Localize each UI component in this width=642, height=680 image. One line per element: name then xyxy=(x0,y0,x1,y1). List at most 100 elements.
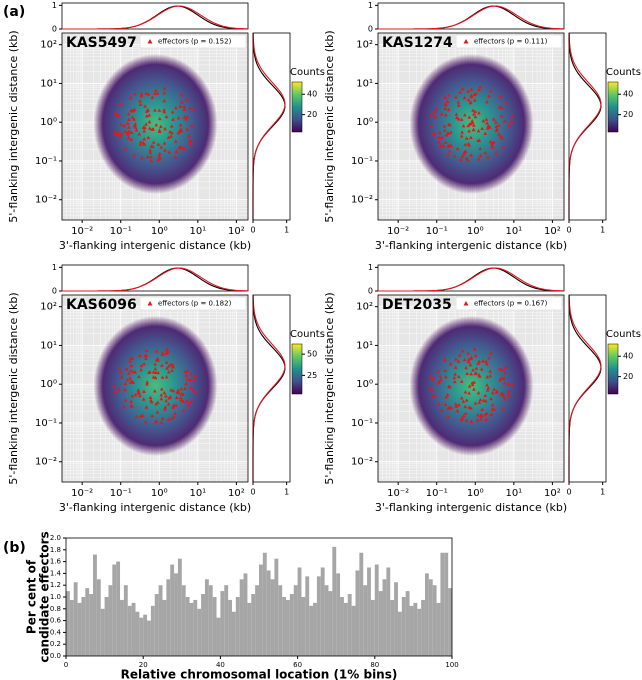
x-tick-label: 10⁻¹ xyxy=(426,488,448,499)
effector-marker xyxy=(138,102,143,106)
effector-marker xyxy=(173,155,178,159)
effector-marker xyxy=(137,390,141,395)
effector-marker xyxy=(449,405,453,410)
effector-marker xyxy=(461,414,466,418)
bar xyxy=(228,599,232,656)
y-tick-label: 2.0 xyxy=(50,534,61,542)
effector-marker xyxy=(454,112,459,116)
bar xyxy=(324,585,329,656)
effector-marker xyxy=(117,387,121,391)
effector-marker xyxy=(440,135,444,139)
effector-marker xyxy=(488,139,493,144)
bar xyxy=(301,597,306,656)
effector-marker xyxy=(144,91,149,95)
effector-marker xyxy=(462,357,467,362)
effector-marker xyxy=(162,109,167,114)
effector-marker xyxy=(463,404,468,409)
effector-marker xyxy=(145,154,150,159)
effector-marker xyxy=(162,390,167,395)
panel-label: (a) xyxy=(3,4,25,20)
effector-marker xyxy=(461,399,466,403)
effector-marker xyxy=(178,122,183,127)
effector-marker xyxy=(118,122,123,126)
y-tick-label: 10⁰ xyxy=(40,117,57,128)
effector-marker xyxy=(137,132,142,136)
effector-marker xyxy=(495,127,499,131)
effector-marker xyxy=(473,91,478,96)
effector-marker xyxy=(472,123,476,127)
bar xyxy=(181,585,186,656)
effector-marker xyxy=(159,387,164,391)
effector-marker xyxy=(164,351,168,355)
effector-marker xyxy=(123,398,128,402)
effector-marker xyxy=(468,100,473,105)
bar xyxy=(262,552,267,656)
effector-marker xyxy=(142,137,147,141)
effector-marker xyxy=(467,122,472,126)
effector-marker xyxy=(167,150,172,154)
effector-marker xyxy=(179,92,184,97)
effector-marker xyxy=(128,359,132,363)
y-tick-label: 10² xyxy=(40,302,57,313)
y-axis-label: 5'-flanking intergenic distance (kb) xyxy=(323,30,336,222)
bar xyxy=(343,602,348,656)
colorbar xyxy=(291,81,303,133)
effector-marker xyxy=(114,131,118,136)
effector-marker xyxy=(446,107,451,112)
effector-marker xyxy=(431,377,435,381)
colorbar xyxy=(291,343,303,395)
bar xyxy=(89,594,94,656)
effector-marker xyxy=(125,121,130,126)
effector-marker xyxy=(146,92,151,96)
effector-marker xyxy=(172,414,176,419)
effector-marker xyxy=(456,100,461,104)
effector-marker xyxy=(189,399,193,403)
effector-marker xyxy=(438,144,443,148)
effector-marker xyxy=(498,378,502,382)
bar xyxy=(135,611,140,656)
marginal-frame xyxy=(252,294,291,483)
effector-marker xyxy=(460,86,465,91)
marginal-tick-label: 1 xyxy=(600,488,605,497)
bar xyxy=(448,588,452,656)
effector-marker xyxy=(164,394,168,398)
effector-marker xyxy=(170,130,174,135)
effector-marker xyxy=(454,115,459,120)
effector-marker xyxy=(478,146,482,150)
effector-marker xyxy=(486,385,491,390)
effector-marker xyxy=(494,124,499,129)
marginal-tick-label: 0 xyxy=(52,25,57,34)
effector-marker xyxy=(503,365,508,369)
effector-marker xyxy=(157,128,162,132)
bar xyxy=(77,602,82,656)
effector-marker xyxy=(184,97,189,102)
effector-marker xyxy=(469,135,473,139)
marginal-curve xyxy=(378,5,565,30)
effector-marker xyxy=(452,154,457,158)
effector-marker xyxy=(473,98,477,102)
effector-marker xyxy=(182,408,186,413)
effector-marker xyxy=(432,110,437,115)
effector-marker xyxy=(473,114,478,119)
effector-marker xyxy=(182,107,187,112)
effector-marker xyxy=(159,396,164,401)
effector-marker xyxy=(157,108,162,112)
effector-marker xyxy=(140,413,145,418)
effector-marker xyxy=(159,420,164,424)
bar xyxy=(201,594,205,656)
effector-marker xyxy=(123,387,127,392)
effector-marker xyxy=(459,379,464,383)
x-tick-label: 0 xyxy=(64,661,68,669)
effector-marker xyxy=(488,369,493,373)
effector-marker xyxy=(469,419,474,424)
bar xyxy=(386,567,391,656)
effector-marker xyxy=(460,348,465,353)
y-tick-label: 0.2 xyxy=(50,640,61,648)
bar xyxy=(289,594,294,656)
effector-marker xyxy=(148,395,153,399)
effector-marker xyxy=(129,363,134,368)
effector-marker xyxy=(132,117,136,121)
effector-marker xyxy=(443,106,448,110)
bar xyxy=(440,552,445,656)
effector-marker xyxy=(477,111,481,115)
